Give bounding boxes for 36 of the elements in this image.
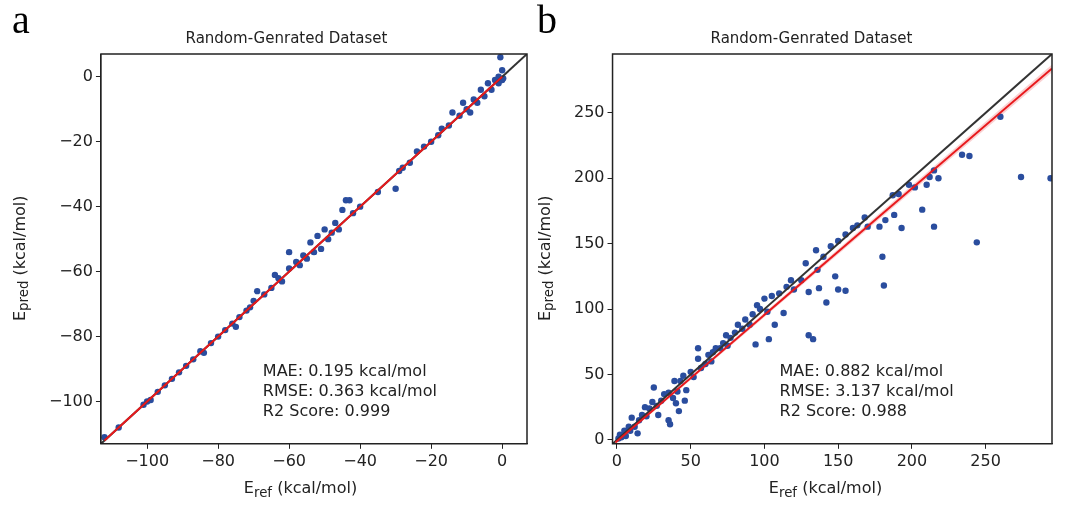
x-tick-label: −80	[201, 450, 235, 470]
x-tick-label: 0	[611, 450, 623, 470]
y-tick-label: 150	[573, 232, 605, 252]
x-tick-label: −40	[343, 450, 378, 470]
x-axis-title: E$_{ref}$ (kcal/mol)	[767, 478, 884, 501]
y-tick-label: 100	[573, 298, 605, 318]
y-tick-label: 50	[584, 363, 605, 383]
x-tick-label: 50	[680, 450, 701, 470]
x-axis-title: E$_{ref}$ (kcal/mol)	[242, 478, 359, 501]
x-tick-label: 250	[970, 450, 1001, 470]
x-tick-label: −100	[125, 450, 170, 470]
chart-title: Random-Genrated Dataset	[710, 28, 913, 47]
x-tick-label: −60	[272, 450, 306, 470]
annotation: RMSE: 0.363 kcal/mol	[262, 380, 437, 400]
y-tick-label: 250	[573, 102, 605, 122]
y-tick-label: −20	[59, 130, 93, 150]
text: a	[12, 0, 30, 43]
text: b	[537, 0, 557, 43]
annotation: RMSE: 3.137 kcal/mol	[779, 380, 954, 400]
x-tick-label: 100	[749, 450, 780, 470]
y-tick-label: −60	[59, 260, 93, 280]
annotation: MAE: 0.195 kcal/mol	[262, 360, 427, 380]
y-tick-label: 0	[594, 429, 605, 449]
y-tick-label: 200	[573, 167, 605, 187]
y-tick-label: 0	[82, 65, 93, 85]
y-tick-label: −40	[59, 195, 93, 215]
chart-title: Random-Genrated Dataset	[185, 28, 388, 47]
annotation: R2 Score: 0.988	[779, 400, 908, 420]
x-tick-label: −20	[414, 450, 449, 470]
annotation: R2 Score: 0.999	[262, 400, 391, 420]
x-tick-label: 0	[497, 450, 508, 470]
x-tick-label: 200	[896, 450, 928, 470]
x-tick-label: 150	[822, 450, 854, 470]
y-tick-label: −80	[59, 325, 93, 345]
y-tick-label: −100	[48, 390, 93, 410]
annotation: MAE: 0.882 kcal/mol	[779, 360, 944, 380]
